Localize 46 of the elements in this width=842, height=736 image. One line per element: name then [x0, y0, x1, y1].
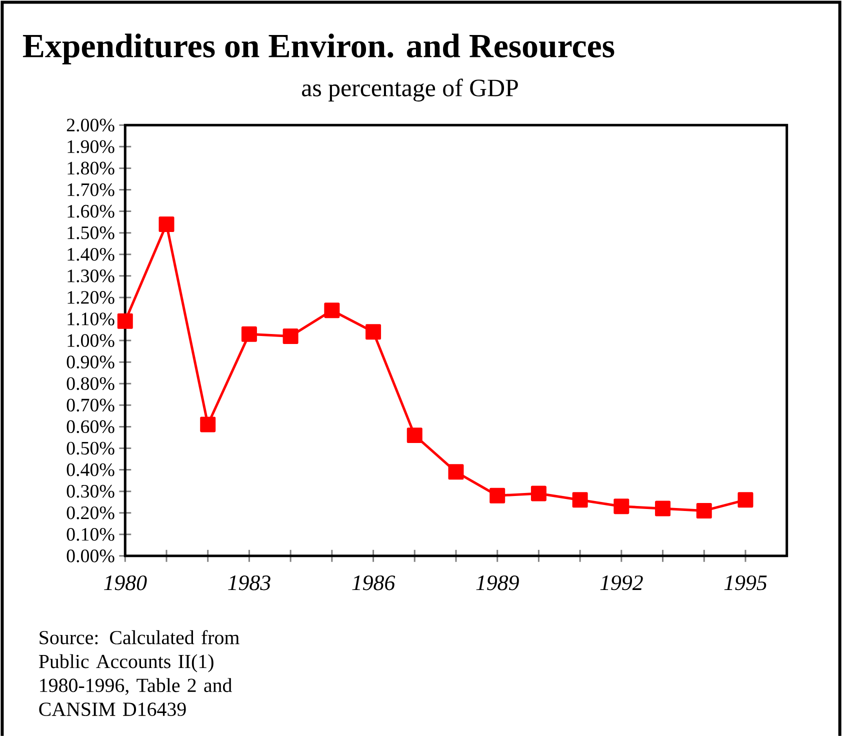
y-tick-label: 0.10% [66, 528, 114, 541]
y-tick-label: 0.00% [66, 550, 114, 562]
y-tick-label: 0.50% [66, 442, 114, 455]
y-tick-label: 0.30% [66, 484, 114, 498]
y-tick-label: 0.70% [66, 398, 114, 412]
y-tick-label: 0.40% [66, 463, 114, 476]
point [366, 324, 382, 340]
y-tick-label: 1.80% [68, 162, 114, 175]
y-tick-label: 1.30% [68, 269, 114, 282]
y-tick-label: 1.60% [68, 204, 114, 218]
point [158, 216, 174, 232]
x-tick-label: 1989 [476, 575, 519, 590]
point [406, 428, 422, 444]
point [614, 498, 630, 514]
x-tick-label: 1995 [724, 575, 767, 590]
x-tick-label: 1983 [228, 575, 270, 590]
point [324, 302, 340, 318]
y-tick-label: 1.70% [68, 183, 114, 196]
point [448, 464, 464, 480]
x-tick-label: 1980 [104, 575, 147, 590]
point [490, 488, 506, 504]
chart-subtitle: as percentage of GDP [302, 78, 518, 102]
source-note: Source: Calculated from Public Accounts II(1) 1980-1996, Table 2 and CANSIM D16439 [38, 630, 240, 716]
y-tick-label: 2.00% [66, 118, 114, 132]
point [241, 326, 257, 342]
y-tick-label: 1.10% [68, 312, 114, 326]
point [282, 328, 298, 344]
y-tick-label: 0.60% [66, 420, 114, 434]
x-tick-label: 1986 [352, 575, 396, 590]
point [200, 416, 216, 432]
y-tick-label: 0.20% [66, 506, 114, 520]
y-tick-label: 0.90% [66, 356, 114, 368]
y-tick-label: 1.50% [68, 226, 114, 240]
point [696, 502, 712, 518]
y-tick-label: 0.80% [66, 377, 114, 390]
point [572, 492, 588, 508]
point [738, 492, 754, 508]
point [117, 313, 133, 329]
y-tick-label: 1.40% [68, 248, 114, 261]
point [530, 486, 546, 502]
y-tick-label: 1.20% [68, 291, 114, 304]
point [655, 500, 671, 516]
chart-title: Expenditures on Environ. and Resources [22, 34, 614, 64]
y-tick-label: 1.00% [68, 334, 114, 347]
x-tick-label: 1992 [600, 575, 643, 590]
y-tick-label: 1.90% [68, 140, 114, 154]
